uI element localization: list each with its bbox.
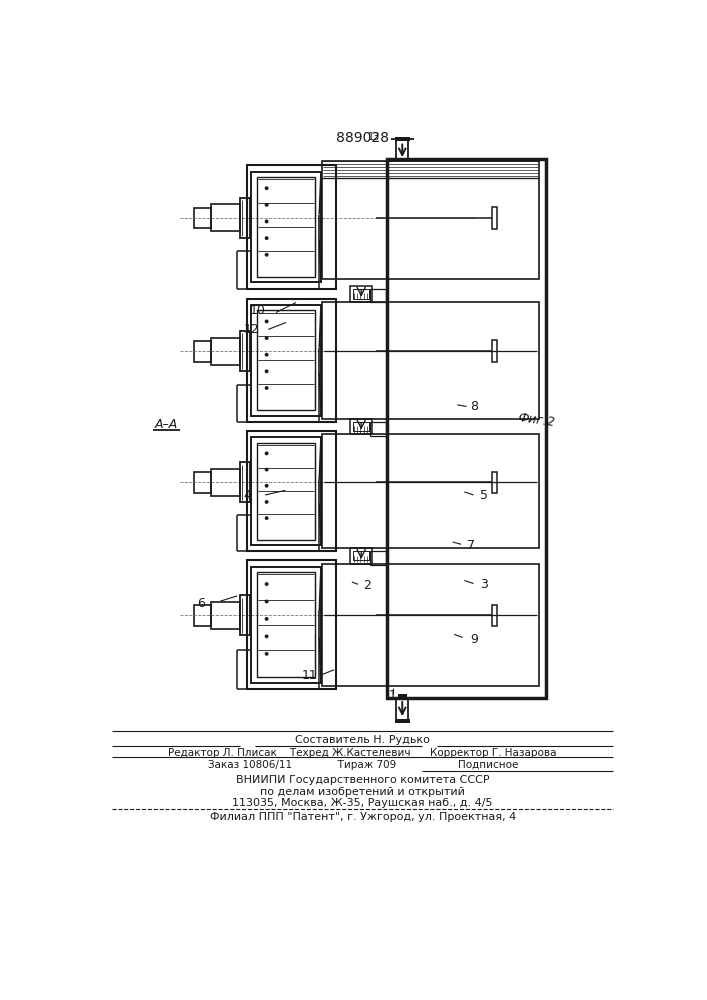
Text: 3: 3 — [479, 578, 488, 591]
Bar — [395, 137, 410, 141]
Circle shape — [264, 369, 269, 373]
Bar — [240, 462, 250, 502]
Text: 11: 11 — [301, 669, 317, 682]
Text: Заказ 10806/11              Тираж 709                   Подписное: Заказ 10806/11 Тираж 709 Подписное — [208, 760, 518, 770]
Text: 10: 10 — [250, 304, 265, 317]
Bar — [194, 341, 211, 362]
Bar — [257, 310, 315, 410]
Bar — [395, 719, 410, 723]
Circle shape — [264, 186, 269, 190]
Bar — [211, 602, 240, 629]
Text: Составитель Н. Рудько: Составитель Н. Рудько — [296, 735, 430, 745]
Bar — [370, 289, 386, 302]
Bar — [387, 158, 546, 698]
Bar — [322, 564, 539, 686]
Text: 7: 7 — [467, 539, 475, 552]
Circle shape — [264, 253, 269, 257]
Bar — [247, 560, 337, 689]
Bar — [354, 551, 369, 560]
Bar — [491, 340, 497, 362]
Bar — [491, 472, 497, 493]
Circle shape — [264, 236, 269, 240]
Circle shape — [264, 484, 269, 488]
Bar — [491, 207, 497, 229]
Bar — [322, 434, 539, 548]
Bar — [351, 548, 372, 564]
Bar — [211, 338, 240, 365]
Text: Филиал ППП "Патент", г. Ужгород, ул. Проектная, 4: Филиал ППП "Патент", г. Ужгород, ул. Про… — [209, 812, 516, 822]
Text: 6: 6 — [197, 597, 205, 610]
Circle shape — [264, 451, 269, 455]
Circle shape — [264, 336, 269, 340]
Bar — [240, 198, 250, 238]
Bar — [247, 299, 337, 422]
Bar — [370, 422, 386, 436]
Text: 1: 1 — [389, 689, 397, 702]
Bar — [251, 437, 321, 545]
Bar — [322, 161, 539, 279]
Text: 2: 2 — [363, 579, 371, 592]
Text: 5: 5 — [479, 489, 488, 502]
Circle shape — [264, 353, 269, 357]
Bar — [211, 204, 240, 231]
Bar — [240, 331, 250, 371]
Circle shape — [264, 600, 269, 603]
Bar — [322, 302, 539, 419]
Bar — [351, 286, 372, 302]
Text: 8: 8 — [470, 400, 479, 413]
Circle shape — [264, 617, 269, 621]
Circle shape — [264, 203, 269, 207]
Text: Фиг.2: Фиг.2 — [517, 411, 556, 429]
Bar — [351, 419, 372, 434]
Circle shape — [264, 386, 269, 390]
Text: А–А: А–А — [154, 418, 177, 431]
Text: по делам изобретений и открытий: по делам изобретений и открытий — [260, 787, 465, 797]
Bar — [251, 305, 321, 416]
Bar — [240, 595, 250, 635]
Bar — [251, 567, 321, 683]
Bar — [251, 172, 321, 282]
Bar — [257, 443, 315, 540]
Bar — [354, 289, 369, 299]
Bar — [491, 605, 497, 626]
Bar — [257, 177, 315, 277]
Circle shape — [264, 320, 269, 323]
Bar — [370, 551, 386, 565]
Circle shape — [264, 468, 269, 472]
Circle shape — [264, 652, 269, 656]
Bar — [211, 469, 240, 496]
Bar — [194, 472, 211, 493]
Bar — [194, 208, 211, 228]
Text: 13: 13 — [368, 132, 380, 142]
Circle shape — [264, 582, 269, 586]
Bar — [247, 431, 337, 551]
Bar — [354, 422, 369, 431]
Text: 12: 12 — [243, 323, 259, 336]
Circle shape — [264, 634, 269, 638]
Text: 4: 4 — [243, 489, 251, 502]
Text: 9: 9 — [470, 633, 478, 646]
Bar — [194, 605, 211, 626]
Text: ВНИИПИ Государственного комитета СССР: ВНИИПИ Государственного комитета СССР — [236, 775, 489, 785]
Text: 113035, Москва, Ж-35, Раушская наб., д. 4/5: 113035, Москва, Ж-35, Раушская наб., д. … — [233, 798, 493, 808]
Bar — [397, 694, 407, 699]
Circle shape — [264, 500, 269, 504]
Text: Редактор Л. Плисак    Техред Ж.Кастелевич      Корректор Г. Назарова: Редактор Л. Плисак Техред Ж.Кастелевич К… — [168, 748, 557, 758]
Bar — [257, 572, 315, 677]
Circle shape — [264, 220, 269, 223]
Bar — [247, 165, 337, 289]
Text: 889028: 889028 — [337, 131, 390, 145]
Circle shape — [264, 516, 269, 520]
